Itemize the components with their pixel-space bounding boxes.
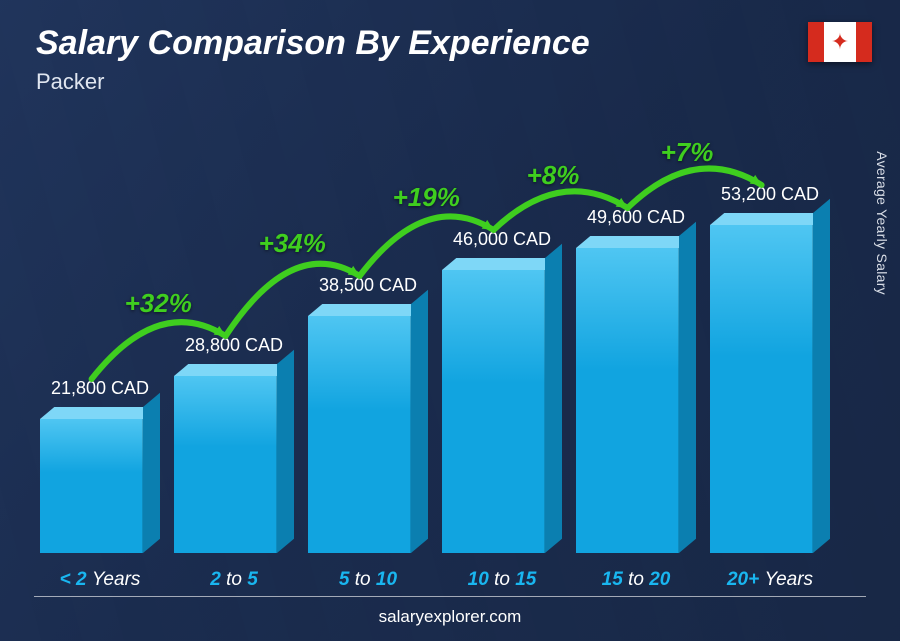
bar-side-face (813, 199, 830, 553)
bar (174, 376, 294, 553)
maple-leaf-icon: ✦ (831, 31, 849, 53)
bar-category-label: 20+ Years (674, 569, 866, 591)
footer-source: salaryexplorer.com (0, 607, 900, 627)
growth-percent-label: +32% (125, 288, 192, 319)
bar-top-face (40, 407, 157, 419)
footer-divider (34, 596, 866, 597)
bar (442, 270, 562, 553)
bar-column: 49,600 CAD15 to 20 (576, 248, 696, 553)
bar-top-face (308, 304, 425, 316)
bar-value-label: 21,800 CAD (16, 378, 184, 399)
bar-top-face (710, 213, 827, 225)
bar-front-face (40, 419, 143, 553)
chart-subtitle: Packer (36, 69, 590, 95)
bar-side-face (679, 222, 696, 553)
chart-header: Salary Comparison By Experience Packer (36, 24, 590, 95)
bar-front-face (710, 225, 813, 553)
bar-column: 53,200 CAD20+ Years (710, 225, 830, 553)
growth-percent-label: +19% (393, 182, 460, 213)
y-axis-label: Average Yearly Salary (874, 151, 890, 295)
bar-top-face (442, 258, 559, 270)
growth-percent-label: +8% (527, 160, 580, 191)
bar-column: 46,000 CAD10 to 15 (442, 270, 562, 553)
bar-front-face (442, 270, 545, 553)
bar-value-label: 28,800 CAD (150, 335, 318, 356)
bar-side-face (277, 350, 294, 553)
bar-side-face (545, 244, 562, 553)
country-flag-canada: ✦ (808, 22, 872, 62)
bar-column: 21,800 CAD< 2 Years (40, 419, 160, 553)
bar-top-face (174, 364, 291, 376)
bar-chart: 21,800 CAD< 2 Years28,800 CAD2 to 538,50… (40, 130, 830, 553)
bar-value-label: 49,600 CAD (552, 207, 720, 228)
bar-front-face (576, 248, 679, 553)
chart-title: Salary Comparison By Experience (36, 24, 590, 63)
bar-front-face (308, 316, 411, 553)
bar-column: 28,800 CAD2 to 5 (174, 376, 294, 553)
flag-red-left (808, 22, 824, 62)
footer: salaryexplorer.com (0, 596, 900, 627)
bar-value-label: 46,000 CAD (418, 229, 586, 250)
growth-percent-label: +34% (259, 228, 326, 259)
bar-value-label: 38,500 CAD (284, 275, 452, 296)
bar-top-face (576, 236, 693, 248)
flag-red-right (856, 22, 872, 62)
bar-side-face (411, 290, 428, 553)
bar (40, 419, 160, 553)
bar (710, 225, 830, 553)
bar (576, 248, 696, 553)
bar-side-face (143, 393, 160, 553)
bar (308, 316, 428, 553)
growth-percent-label: +7% (661, 137, 714, 168)
bar-value-label: 53,200 CAD (686, 184, 854, 205)
flag-center: ✦ (824, 22, 856, 62)
bar-front-face (174, 376, 277, 553)
bar-column: 38,500 CAD5 to 10 (308, 316, 428, 553)
